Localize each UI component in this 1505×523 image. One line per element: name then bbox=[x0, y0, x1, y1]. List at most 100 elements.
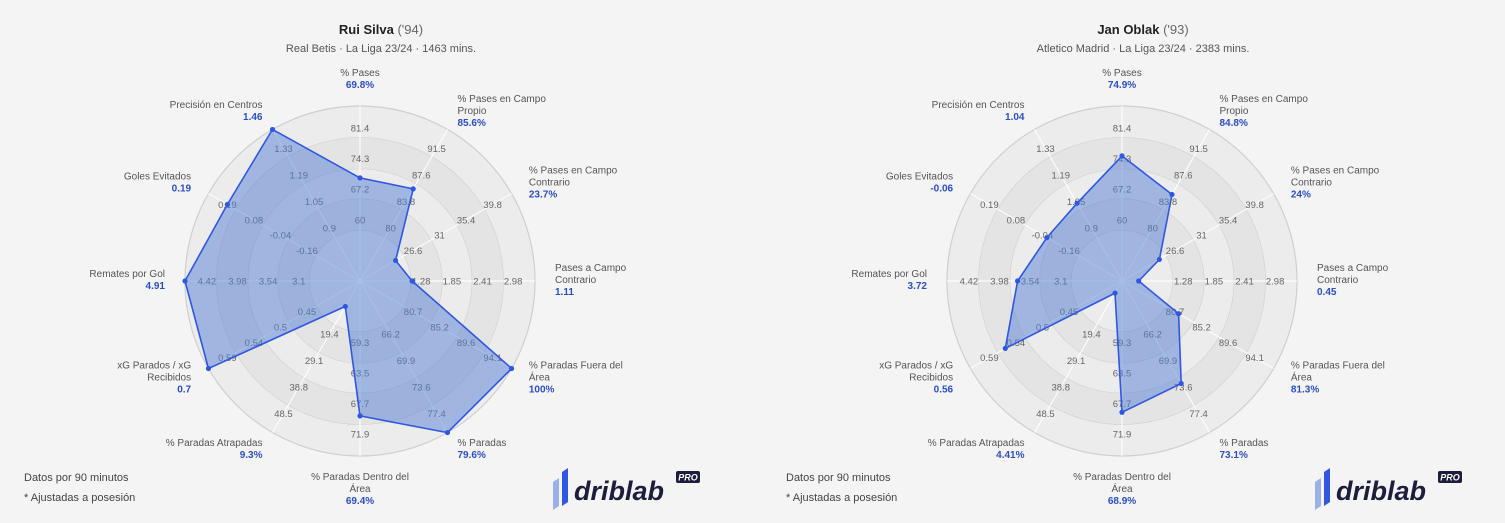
radar-tick-label: 1.33 bbox=[1036, 144, 1055, 155]
axis-value: 24% bbox=[1291, 190, 1311, 201]
radar-tick-label: 87.6 bbox=[1174, 170, 1193, 181]
axis-label: Área bbox=[1111, 482, 1133, 495]
radar-tick-label: 0.08 bbox=[1007, 215, 1026, 226]
radar-chart: 6067.274.381.48083.887.691.526.63135.439… bbox=[89, 68, 626, 507]
axis-value: 85.6% bbox=[458, 118, 486, 129]
radar-tick-label: 74.3 bbox=[351, 154, 370, 165]
radar-panel-left: Rui Silva ('94) Real Betis · La Liga 23/… bbox=[24, 22, 700, 510]
svg-text:driblab: driblab bbox=[574, 476, 664, 506]
axis-value: 1.46 bbox=[243, 112, 263, 123]
axis-label: % Pases en Campo bbox=[1220, 94, 1309, 105]
axis-label: % Pases bbox=[340, 68, 379, 79]
axis-value: 68.9% bbox=[1108, 496, 1136, 507]
radar-tick-label: 31 bbox=[1196, 231, 1207, 242]
player-name: Jan Oblak bbox=[1097, 22, 1160, 37]
radar-tick-label: 35.4 bbox=[457, 215, 476, 226]
radar-data-point bbox=[508, 365, 515, 372]
axis-label: Contrario bbox=[529, 178, 571, 189]
axis-value: 0.56 bbox=[934, 385, 954, 396]
svg-text:PRO: PRO bbox=[1440, 473, 1460, 483]
axis-label: Área bbox=[349, 482, 371, 495]
player-title: Jan Oblak ('93) bbox=[762, 22, 1505, 37]
radar-tick-label: 87.6 bbox=[412, 170, 431, 181]
radar-panel-right: Jan Oblak ('93) Atletico Madrid · La Lig… bbox=[762, 0, 1505, 523]
axis-value: 84.8% bbox=[1220, 118, 1248, 129]
axis-label: Precisión en Centros bbox=[170, 100, 263, 111]
radar-tick-label: -0.04 bbox=[1032, 231, 1054, 242]
radar-data-point bbox=[1119, 153, 1125, 159]
axis-value: 0.45 bbox=[1317, 287, 1337, 298]
radar-tick-label: 1.28 bbox=[412, 277, 431, 288]
axis-label: % Paradas Atrapadas bbox=[928, 438, 1025, 449]
radar-tick-label: 81.4 bbox=[1113, 123, 1132, 134]
axis-label: % Paradas Dentro del bbox=[311, 472, 409, 483]
axis-label: % Pases en Campo bbox=[529, 166, 618, 177]
driblab-logo: driblab PRO bbox=[1315, 468, 1462, 510]
radar-data-point bbox=[224, 201, 230, 208]
axis-label: Precisión en Centros bbox=[932, 100, 1025, 111]
player-birth: ('93) bbox=[1163, 22, 1189, 37]
footnote-possession: * Ajustadas a posesión bbox=[786, 492, 898, 504]
radar-data-point bbox=[1112, 290, 1118, 296]
axis-value: 23.7% bbox=[529, 190, 557, 201]
radar-data-point bbox=[409, 278, 415, 284]
axis-value: 4.91 bbox=[146, 281, 166, 292]
radar-data-point bbox=[269, 126, 276, 133]
axis-value: 1.11 bbox=[555, 287, 574, 298]
radar-tick-label: 71.9 bbox=[1113, 430, 1132, 441]
radar-tick-label: 1.28 bbox=[1174, 277, 1193, 288]
axis-label: Área bbox=[1291, 371, 1313, 384]
axis-value: 1.04 bbox=[1005, 112, 1025, 123]
radar-spoke bbox=[1034, 280, 1123, 433]
axis-label: % Pases en Campo bbox=[1291, 166, 1380, 177]
axis-label-group: Goles Evitados-0.06 bbox=[886, 172, 954, 195]
radar-data-point bbox=[1178, 380, 1184, 387]
axis-value: 69.8% bbox=[346, 80, 374, 91]
axis-label: Propio bbox=[458, 106, 487, 117]
axis-value: 0.7 bbox=[177, 385, 191, 396]
radar-data-point bbox=[357, 413, 363, 419]
radar-data-point bbox=[357, 175, 363, 181]
axis-value: 0.19 bbox=[172, 184, 192, 195]
radar-tick-label: 94.1 bbox=[1245, 353, 1264, 364]
radar-tick-label: 19.4 bbox=[320, 330, 339, 341]
axis-label: % Pases bbox=[1102, 68, 1141, 79]
radar-tick-label: 19.4 bbox=[1082, 330, 1101, 341]
radar-tick-label: 29.1 bbox=[305, 356, 324, 367]
radar-tick-label: 71.9 bbox=[351, 430, 370, 441]
axis-label: Remates por Gol bbox=[851, 269, 927, 280]
radar-data-point bbox=[1014, 278, 1021, 284]
axis-label: xG Parados / xG bbox=[117, 361, 191, 372]
axis-value: 4.41% bbox=[996, 450, 1024, 461]
radar-tick-label: 38.8 bbox=[290, 383, 309, 394]
radar-data-point bbox=[444, 429, 451, 436]
radar-tick-label: 2.41 bbox=[473, 277, 492, 288]
axis-value: 100% bbox=[529, 385, 555, 396]
axis-label: Recibidos bbox=[909, 373, 953, 384]
radar-data-point bbox=[1156, 256, 1162, 263]
radar-tick-label: 38.8 bbox=[1052, 383, 1071, 394]
radar-data-point bbox=[410, 186, 416, 192]
radar-data-point bbox=[392, 257, 399, 264]
axis-label: Goles Evitados bbox=[886, 172, 953, 183]
svg-text:driblab: driblab bbox=[1336, 476, 1426, 506]
axis-label: % Paradas bbox=[1220, 438, 1269, 449]
player-name: Rui Silva bbox=[338, 22, 394, 37]
player-subtitle: Atletico Madrid · La Liga 23/24 · 2383 m… bbox=[1036, 43, 1250, 55]
axis-label: % Paradas Fuera del bbox=[1291, 361, 1385, 372]
axis-label: Contrario bbox=[1291, 178, 1333, 189]
axis-label: % Paradas Fuera del bbox=[529, 361, 623, 372]
footnote-possession: * Ajustadas a posesión bbox=[24, 492, 136, 504]
radar-tick-label: 77.4 bbox=[1189, 409, 1208, 420]
